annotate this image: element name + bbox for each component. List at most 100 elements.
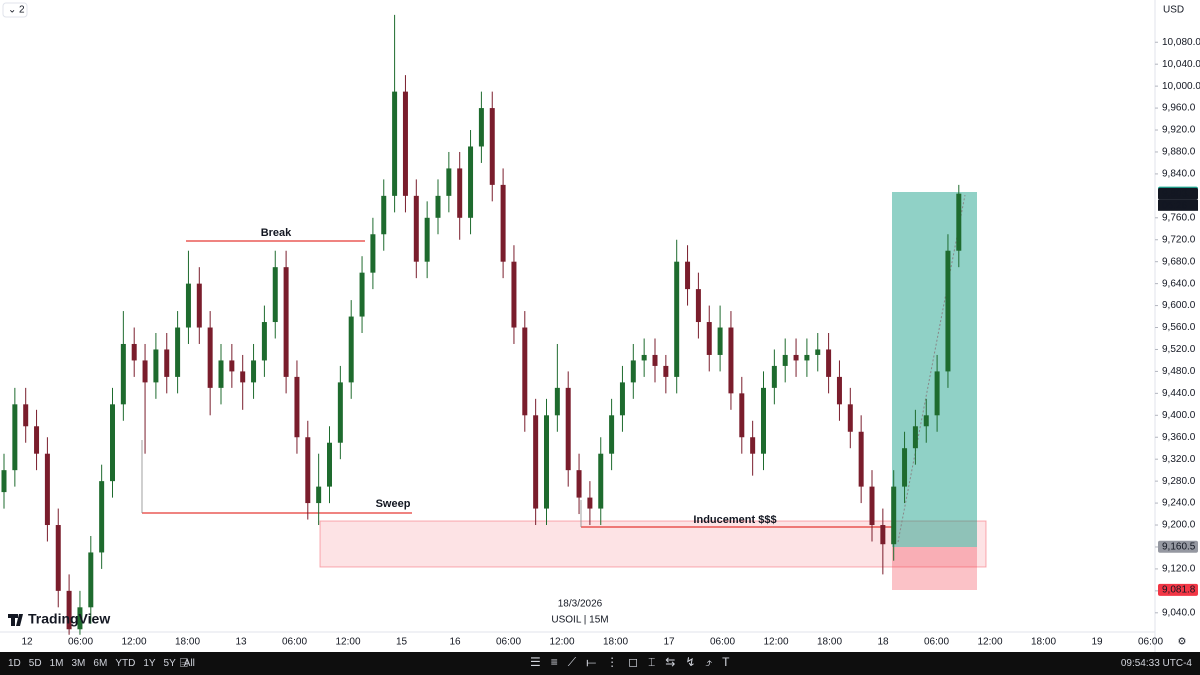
candle-body: [847, 404, 853, 432]
candle-body: [261, 322, 267, 361]
range-button[interactable]: 1M: [49, 658, 64, 669]
candle-body: [576, 470, 582, 498]
layout-count: 2: [19, 5, 25, 16]
range-button[interactable]: YTD: [115, 658, 136, 669]
bottom-toolbar: 1D 5D 1M 3M 6M YTD 1Y 5Y All ⌸ ☰≡⟋⟝⋮◻⌶⇆↯⤴T 09:54…: [0, 652, 1200, 675]
candle-body: [750, 437, 756, 454]
candle-body: [55, 525, 61, 591]
sweep-label: Sweep: [376, 498, 411, 510]
candle-body: [587, 497, 593, 509]
candle-body: [348, 316, 354, 383]
date-label: 18/3/2026: [558, 599, 603, 610]
candles: [1, 14, 962, 635]
candle-body: [565, 387, 571, 471]
y-tick-label: 9,600.0: [1162, 300, 1196, 311]
price-tag: [1158, 187, 1198, 200]
x-tick-label: 12:00: [549, 637, 574, 648]
inducement-label: Inducement $$$: [693, 514, 776, 526]
candle-body: [489, 108, 495, 185]
chart: Break Sweep Inducement $$$ 9,040.09,080.…: [0, 0, 1200, 652]
candle-body: [66, 590, 72, 630]
x-tick-label: 18:00: [817, 637, 842, 648]
candle-body: [23, 404, 29, 427]
candle-body: [272, 267, 278, 323]
break-label: Break: [261, 227, 292, 239]
price-tag: [1158, 540, 1198, 553]
candle-body: [142, 360, 148, 383]
candle-body: [619, 382, 625, 416]
date-range-icon[interactable]: ⌸: [180, 655, 188, 670]
candle-body: [826, 349, 832, 377]
candle-body: [858, 431, 864, 487]
x-tick-label: 18: [877, 637, 889, 648]
candle-body: [771, 365, 777, 388]
candle-body: [294, 376, 300, 438]
position-path: [897, 194, 966, 543]
candle-body: [630, 360, 636, 383]
x-tick-label: 06:00: [710, 637, 735, 648]
candle-body: [674, 261, 680, 377]
y-tick-label: 9,120.0: [1162, 564, 1196, 575]
candle-body: [44, 453, 50, 526]
candle-body: [511, 261, 517, 328]
y-tick-label: 9,240.0: [1162, 498, 1196, 509]
candle-body: [164, 349, 170, 377]
candle-body: [370, 234, 376, 273]
candle-body: [815, 349, 821, 355]
countdown: 05:26: [1162, 200, 1187, 211]
demand-zone[interactable]: [319, 520, 987, 568]
price-tag-label: 9,081.8: [1162, 585, 1196, 596]
range-button[interactable]: 6M: [93, 658, 108, 669]
logo-mark: [8, 614, 23, 626]
candle-body: [695, 289, 701, 323]
candle-body: [761, 387, 766, 454]
logo-text: TradingView: [28, 611, 110, 627]
candle-body: [891, 486, 897, 545]
x-tick-label: 18:00: [175, 637, 200, 648]
x-tick-label: 13: [235, 637, 247, 648]
candle-body: [706, 322, 712, 355]
candle-body: [413, 195, 419, 262]
candle-body: [240, 371, 246, 383]
candle-body: [598, 453, 604, 509]
x-tick-label: 12:00: [763, 637, 788, 648]
y-tick-label: 10,000.0: [1162, 81, 1200, 92]
y-tick-label: 10,040.0: [1162, 59, 1200, 70]
currency[interactable]: USD: [1163, 5, 1184, 16]
y-tick-label: 9,520.0: [1162, 344, 1196, 355]
candle-body: [544, 415, 549, 509]
candle-body: [99, 481, 105, 553]
layout-button[interactable]: [2, 2, 28, 18]
range-button[interactable]: 1Y: [143, 658, 156, 669]
candle-body: [283, 267, 289, 377]
long-stop-zone[interactable]: [892, 547, 977, 590]
candle-body: [793, 354, 799, 361]
x-tick-label: 19: [1091, 637, 1103, 648]
candle-body: [500, 184, 506, 262]
candle-body: [934, 371, 940, 416]
price-tag-label: 9,803.7: [1162, 188, 1196, 199]
candle-body: [359, 272, 365, 317]
candle-body: [327, 442, 332, 487]
range-button[interactable]: 5Y: [163, 658, 176, 669]
candle-body: [880, 525, 886, 545]
candle-body: [251, 360, 257, 383]
x-tick-label: 12:00: [335, 637, 360, 648]
x-tick-label: 15: [396, 637, 408, 648]
candle-body: [446, 168, 452, 196]
range-button[interactable]: 3M: [71, 658, 86, 669]
candle-body: [685, 261, 691, 290]
drawing-tools[interactable]: ☰≡⟋⟝⋮◻⌶⇆↯⤴T: [530, 655, 740, 669]
range-button[interactable]: 1D: [8, 658, 21, 669]
symbol-label: USOIL | 15M: [551, 615, 608, 626]
range-button[interactable]: All: [183, 658, 195, 669]
candle-body: [12, 404, 18, 471]
x-tick-label: 12: [21, 637, 33, 648]
settings-icon[interactable]: ⚙: [1178, 637, 1187, 648]
candle-body: [337, 382, 343, 443]
x-tick-label: 18:00: [603, 637, 628, 648]
range-button[interactable]: 5D: [28, 658, 42, 669]
long-target-zone[interactable]: [892, 192, 977, 547]
x-tick-label: 06:00: [1138, 637, 1163, 648]
y-tick-label: 9,720.0: [1162, 234, 1196, 245]
